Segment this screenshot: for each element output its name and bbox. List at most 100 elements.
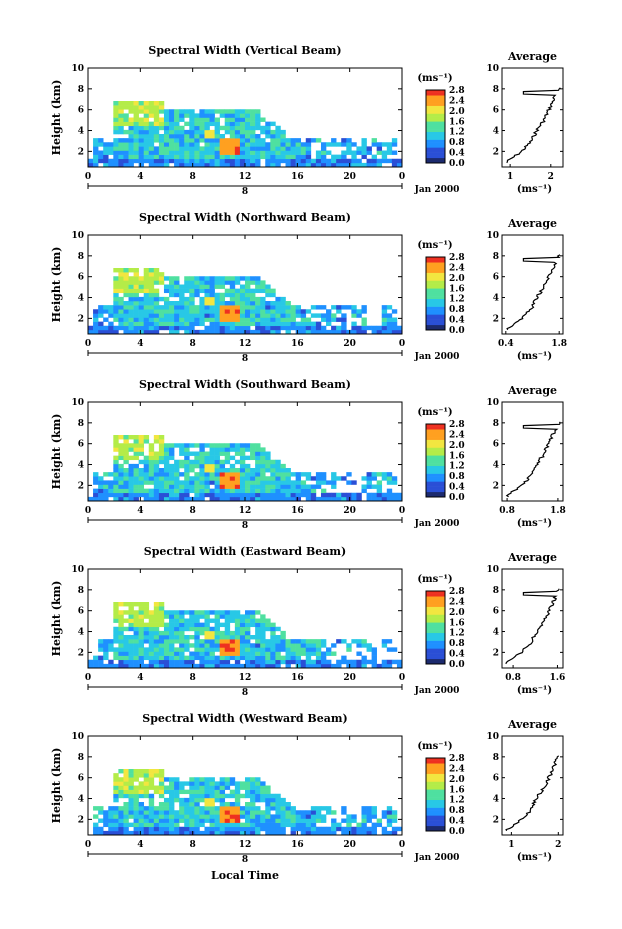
heat-cell <box>234 643 241 648</box>
heat-cell <box>280 822 286 828</box>
heat-cell <box>285 325 291 331</box>
heat-cell <box>305 814 312 819</box>
heat-cell <box>184 635 190 640</box>
heat-cell <box>174 488 180 494</box>
heat-cell <box>148 284 155 289</box>
heat-cell <box>224 313 231 318</box>
heat-cell <box>214 618 220 623</box>
heat-cell <box>204 463 210 469</box>
colorbar-tick-label: 1.6 <box>449 618 465 628</box>
heat-cell <box>204 802 210 807</box>
heat-cell <box>108 659 114 665</box>
heat-cell <box>270 655 276 661</box>
heat-cell <box>224 777 231 782</box>
colorbar-swatch <box>426 807 445 811</box>
heat-cell <box>310 488 317 494</box>
heat-cell <box>158 488 165 494</box>
heat-cell <box>239 639 246 644</box>
heat-cell <box>381 830 388 836</box>
heat-cell <box>118 635 124 640</box>
heat-cell <box>128 614 134 619</box>
heat-cell <box>224 488 231 494</box>
heat-cell <box>234 288 241 294</box>
heat-cell <box>158 468 165 473</box>
heat-cell <box>356 158 362 164</box>
heat-cell <box>310 321 317 327</box>
heat-cell <box>143 639 150 644</box>
heat-cell <box>98 158 104 164</box>
heat-cell <box>143 496 150 502</box>
heat-cell <box>295 329 302 335</box>
heat-cell <box>260 822 266 828</box>
heat-cell <box>158 769 165 774</box>
heat-cell <box>153 329 160 335</box>
heat-cell <box>214 822 220 828</box>
heat-cell <box>169 789 175 795</box>
heat-cell <box>245 321 251 327</box>
heat-cell <box>290 810 296 815</box>
heat-cell <box>270 826 276 832</box>
heat-cell <box>153 321 160 327</box>
heat-cell <box>275 158 281 164</box>
heat-cell <box>341 162 347 168</box>
heat-cell <box>209 158 215 164</box>
heat-cell <box>250 480 256 485</box>
heat-cell <box>133 492 139 498</box>
heat-cell <box>174 142 180 147</box>
heat-cell <box>113 818 119 823</box>
average-title: Average <box>507 50 557 63</box>
heat-cell <box>305 655 312 661</box>
heat-cell <box>199 288 205 294</box>
heat-cell <box>174 626 180 632</box>
heat-cell <box>123 635 129 640</box>
heat-cell <box>138 288 145 294</box>
heat-cell <box>128 655 134 661</box>
heat-cell <box>356 329 362 335</box>
heat-cell <box>265 288 271 294</box>
x-tick-label: 20 <box>343 506 356 516</box>
heat-cell <box>209 276 215 281</box>
heat-cell <box>336 162 342 168</box>
heat-cell <box>148 472 155 477</box>
heat-cell <box>270 635 276 640</box>
heat-cell <box>113 101 119 106</box>
heat-cell <box>194 121 200 127</box>
heat-cell <box>331 818 337 823</box>
heat-cell <box>245 781 251 786</box>
heat-cell <box>93 317 99 322</box>
heat-cell <box>148 793 155 799</box>
heat-cell <box>341 154 347 160</box>
heat-cell <box>189 663 195 669</box>
heat-cell <box>371 830 377 836</box>
heat-cell <box>148 451 155 456</box>
colorbar-swatch <box>426 622 445 626</box>
heat-cell <box>118 663 124 669</box>
heat-cell <box>103 647 109 652</box>
heat-cell <box>219 818 226 823</box>
heat-cell <box>194 818 200 823</box>
heat-cell <box>158 117 165 122</box>
heat-cell <box>143 138 150 143</box>
heat-cell <box>103 496 109 502</box>
heat-cell <box>255 655 261 661</box>
heat-cell <box>371 810 377 815</box>
heat-cell <box>224 305 231 310</box>
heat-cell <box>376 663 383 669</box>
heat-cell <box>199 309 205 314</box>
colorbar-swatch <box>426 802 445 806</box>
heat-cell <box>123 313 129 318</box>
heat-cell <box>239 785 246 790</box>
heat-cell <box>123 814 129 819</box>
heat-cell <box>93 158 99 164</box>
heat-cell <box>250 125 256 131</box>
heat-cell <box>153 492 160 498</box>
heat-cell <box>229 121 236 127</box>
heat-cell <box>280 655 286 661</box>
heat-cell <box>204 777 210 782</box>
heat-cell <box>194 814 200 819</box>
heat-cell <box>224 643 231 648</box>
x-tick-label: 16 <box>291 172 304 182</box>
heat-cell <box>214 614 220 619</box>
heat-cell <box>163 284 170 289</box>
heat-cell <box>148 826 155 832</box>
